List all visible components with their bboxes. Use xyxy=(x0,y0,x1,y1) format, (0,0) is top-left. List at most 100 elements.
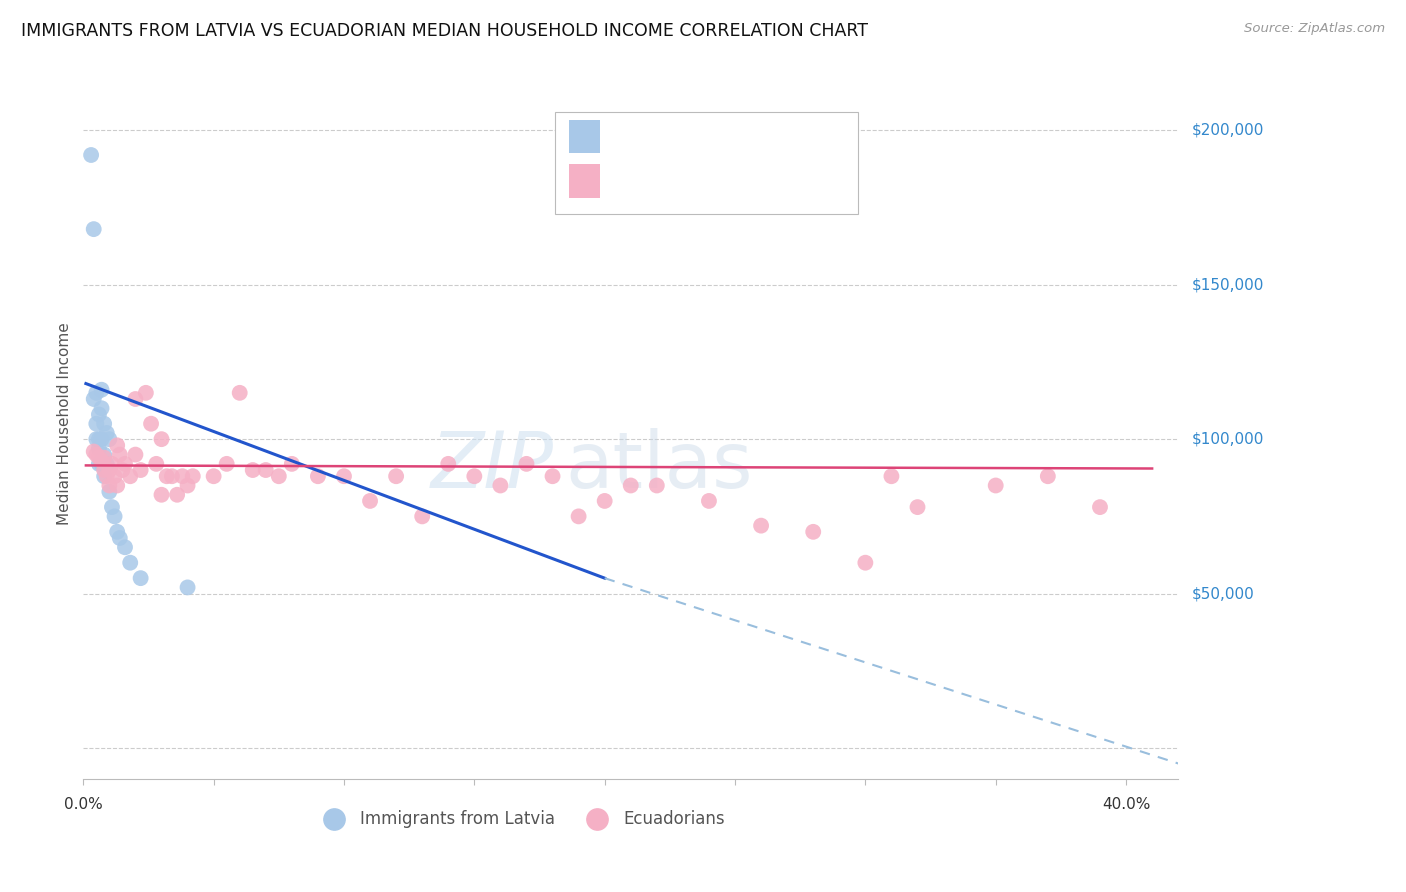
Point xyxy=(93,469,115,483)
Point xyxy=(160,469,183,483)
Point xyxy=(93,463,115,477)
Point xyxy=(83,444,105,458)
Point xyxy=(105,478,128,492)
Point xyxy=(463,469,485,483)
Point xyxy=(645,478,668,492)
Point xyxy=(880,469,903,483)
Point xyxy=(129,571,152,585)
Point xyxy=(87,450,110,465)
Point xyxy=(108,448,131,462)
Point xyxy=(853,556,876,570)
Text: $100,000: $100,000 xyxy=(1192,432,1264,447)
Point xyxy=(87,432,110,446)
Text: R =: R = xyxy=(609,128,645,145)
Point xyxy=(114,457,136,471)
Point xyxy=(139,417,162,431)
Point xyxy=(90,432,112,446)
Point xyxy=(135,385,157,400)
Point xyxy=(96,469,118,483)
Text: 61: 61 xyxy=(778,172,800,190)
Point xyxy=(90,383,112,397)
Point xyxy=(281,457,304,471)
Point xyxy=(489,478,512,492)
Point xyxy=(101,457,124,471)
Text: -0.004: -0.004 xyxy=(651,172,710,190)
Point xyxy=(93,450,115,465)
Text: -0.307: -0.307 xyxy=(651,128,710,145)
Text: atlas: atlas xyxy=(565,428,752,504)
Text: R =: R = xyxy=(609,172,645,190)
Point xyxy=(541,469,564,483)
Y-axis label: Median Household Income: Median Household Income xyxy=(58,322,72,525)
Point xyxy=(87,442,110,456)
Text: 0.0%: 0.0% xyxy=(63,797,103,813)
Text: 40.0%: 40.0% xyxy=(1102,797,1150,813)
Text: N =: N = xyxy=(738,128,775,145)
Point xyxy=(120,469,142,483)
Point xyxy=(93,448,115,462)
Point xyxy=(385,469,408,483)
Point xyxy=(105,524,128,539)
Text: $150,000: $150,000 xyxy=(1192,277,1264,293)
Point xyxy=(181,469,204,483)
Point xyxy=(166,488,188,502)
Text: $50,000: $50,000 xyxy=(1192,586,1254,601)
Point xyxy=(111,463,134,477)
Point xyxy=(124,392,146,406)
Point xyxy=(98,484,121,499)
Point xyxy=(515,457,537,471)
Point xyxy=(228,385,250,400)
Point xyxy=(83,222,105,236)
Point xyxy=(86,448,108,462)
Point xyxy=(101,500,124,515)
Point xyxy=(90,454,112,468)
Point xyxy=(80,148,103,162)
Point xyxy=(98,478,121,492)
Text: 29: 29 xyxy=(778,128,801,145)
Legend: Immigrants from Latvia, Ecuadorians: Immigrants from Latvia, Ecuadorians xyxy=(311,803,733,835)
Point xyxy=(120,556,142,570)
Point xyxy=(98,463,121,477)
Point xyxy=(593,494,616,508)
Point xyxy=(93,417,115,431)
Point xyxy=(156,469,179,483)
Point xyxy=(984,478,1007,492)
Point xyxy=(215,457,238,471)
Text: ZIP: ZIP xyxy=(432,428,554,504)
Text: IMMIGRANTS FROM LATVIA VS ECUADORIAN MEDIAN HOUSEHOLD INCOME CORRELATION CHART: IMMIGRANTS FROM LATVIA VS ECUADORIAN MED… xyxy=(21,22,868,40)
Text: Source: ZipAtlas.com: Source: ZipAtlas.com xyxy=(1244,22,1385,36)
Point xyxy=(145,457,167,471)
Point xyxy=(176,478,198,492)
Point xyxy=(86,417,108,431)
Text: $200,000: $200,000 xyxy=(1192,123,1264,137)
Point xyxy=(801,524,824,539)
Point xyxy=(114,541,136,555)
Point xyxy=(150,432,173,446)
Point xyxy=(411,509,433,524)
Point xyxy=(103,469,125,483)
Point xyxy=(202,469,225,483)
Point xyxy=(105,438,128,452)
Point xyxy=(359,494,381,508)
Point xyxy=(129,463,152,477)
Point xyxy=(907,500,929,515)
Point xyxy=(307,469,329,483)
Point xyxy=(87,457,110,471)
Point xyxy=(98,432,121,446)
Point xyxy=(620,478,643,492)
Point xyxy=(124,448,146,462)
Point xyxy=(87,408,110,422)
Point xyxy=(83,392,105,406)
Point xyxy=(90,401,112,416)
Point xyxy=(697,494,720,508)
Point xyxy=(108,531,131,545)
Point xyxy=(86,385,108,400)
Point xyxy=(96,457,118,471)
Point xyxy=(267,469,290,483)
Point xyxy=(96,425,118,440)
Point xyxy=(254,463,277,477)
Point xyxy=(242,463,264,477)
Point xyxy=(172,469,194,483)
Text: N =: N = xyxy=(738,172,775,190)
Point xyxy=(1036,469,1059,483)
